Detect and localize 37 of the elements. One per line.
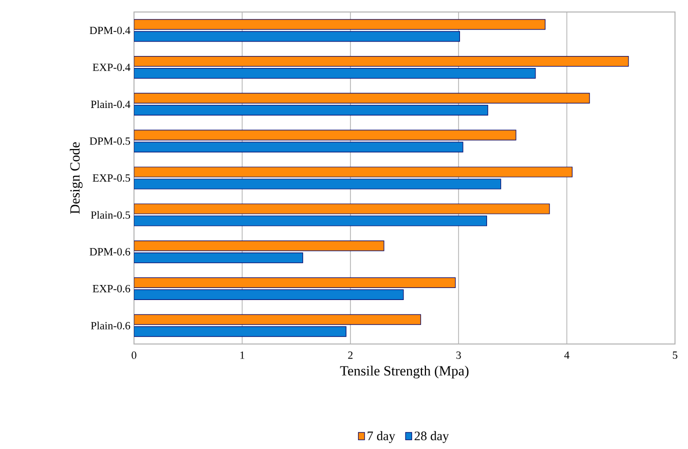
bar xyxy=(134,178,502,190)
bar xyxy=(134,314,422,325)
bar xyxy=(134,252,304,264)
bar xyxy=(134,204,550,214)
y-tick-label: DPM-0.6 xyxy=(90,248,130,256)
x-tick-label: 2 xyxy=(348,352,353,359)
bar xyxy=(134,289,404,300)
legend-label: 28 day xyxy=(414,431,449,443)
bar xyxy=(134,216,488,226)
y-tick-label: Plain-0.4 xyxy=(90,100,130,108)
y-tick-label: Plain-0.5 xyxy=(90,211,130,219)
x-tick-label: 3 xyxy=(456,352,461,359)
y-tick-label: DPM-0.5 xyxy=(90,137,130,145)
y-tick-label: Plain-0.6 xyxy=(90,322,130,330)
bar xyxy=(134,92,590,104)
y-tick-label: EXP-0.4 xyxy=(92,64,130,72)
x-tick-label: 5 xyxy=(672,352,678,359)
bar xyxy=(134,56,629,67)
x-tick-label: 4 xyxy=(564,352,570,359)
bar xyxy=(134,142,464,152)
x-axis-title: Tensile Strength (Mpa) xyxy=(340,366,468,378)
bar xyxy=(134,68,536,79)
y-tick-label: EXP-0.5 xyxy=(92,174,130,182)
legend-label: 7 day xyxy=(368,431,396,443)
bar xyxy=(134,277,456,288)
bar xyxy=(134,130,516,140)
y-tick-label: DPM-0.4 xyxy=(90,26,130,34)
x-tick-label: 0 xyxy=(132,352,136,359)
bar xyxy=(134,240,384,252)
bar xyxy=(134,31,460,42)
bar xyxy=(134,326,346,337)
bar xyxy=(134,19,546,30)
x-tick-label: 1 xyxy=(240,352,244,359)
bar xyxy=(134,104,488,116)
bar xyxy=(134,166,573,178)
y-tick-label: EXP-0.6 xyxy=(92,284,130,292)
y-axis-title: Design Code xyxy=(70,142,83,214)
